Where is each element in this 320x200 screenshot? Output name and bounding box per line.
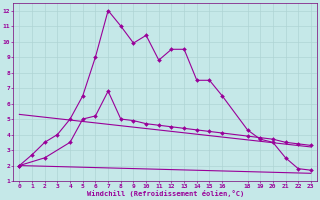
X-axis label: Windchill (Refroidissement éolien,°C): Windchill (Refroidissement éolien,°C) xyxy=(86,190,244,197)
